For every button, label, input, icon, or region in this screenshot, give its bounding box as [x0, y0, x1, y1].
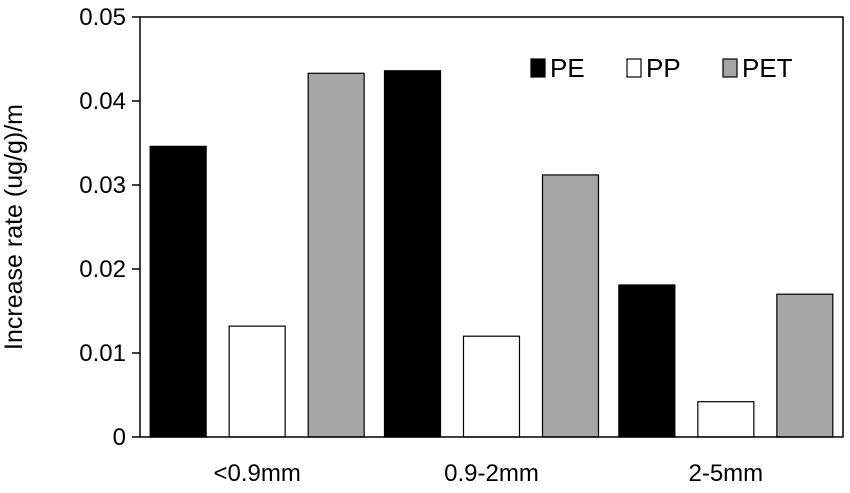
- plot-frame: [139, 16, 844, 438]
- y-tick-label: 0.05: [79, 4, 126, 31]
- y-axis-label: Increase rate (ug/g)/m: [0, 104, 28, 350]
- x-tick-label: 2-5mm: [688, 460, 763, 487]
- y-tick-label: 0.03: [79, 172, 126, 199]
- bar-pe-0-9-2mm: [383, 70, 442, 438]
- legend-swatch-pet: [722, 58, 738, 78]
- bar-pet-0-9-2mm: [541, 174, 600, 438]
- bar-pp-2-5mm: [697, 401, 755, 438]
- legend-label-pe: PE: [550, 53, 585, 83]
- y-tick-label: 0.02: [79, 256, 126, 283]
- bar-pe-0-9mm: [149, 145, 207, 438]
- axes-group: [139, 16, 844, 438]
- y-tick-label: 0: [113, 424, 126, 451]
- legend-swatch-pp: [626, 58, 642, 78]
- legend-swatch-pe: [530, 58, 546, 78]
- legend-label-pp: PP: [646, 53, 681, 83]
- y-ticks-group: 0 0.01 0.02 0.03 0.04 0.05: [79, 4, 140, 451]
- legend-label-pet: PET: [742, 53, 793, 83]
- y-tick-label: 0.01: [79, 340, 126, 367]
- bar-pp-0-9mm: [228, 325, 286, 438]
- bar-pet-2-5mm: [776, 293, 834, 438]
- x-tick-label: 0.9-2mm: [444, 460, 539, 487]
- legend: PE PP PET: [530, 53, 793, 83]
- bar-pe-2-5mm: [618, 284, 676, 438]
- bars-group: [149, 70, 834, 438]
- bar-pet-0-9mm: [307, 72, 365, 438]
- bar-pp-0-9-2mm: [462, 335, 521, 438]
- y-tick-label: 0.04: [79, 88, 126, 115]
- x-tick-label: <0.9mm: [213, 460, 300, 487]
- x-ticks-group: <0.9mm 0.9-2mm 2-5mm: [213, 460, 763, 487]
